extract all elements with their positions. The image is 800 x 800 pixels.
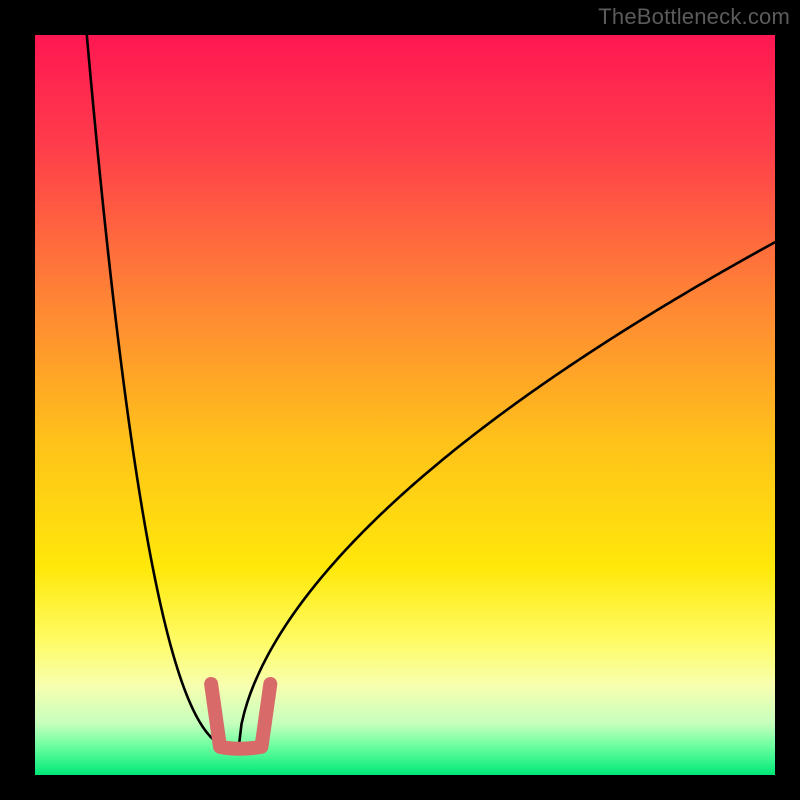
watermark-text: TheBottleneck.com (598, 4, 790, 30)
gradient-background (35, 35, 775, 775)
chart-svg (35, 35, 775, 775)
plot-area (35, 35, 775, 775)
